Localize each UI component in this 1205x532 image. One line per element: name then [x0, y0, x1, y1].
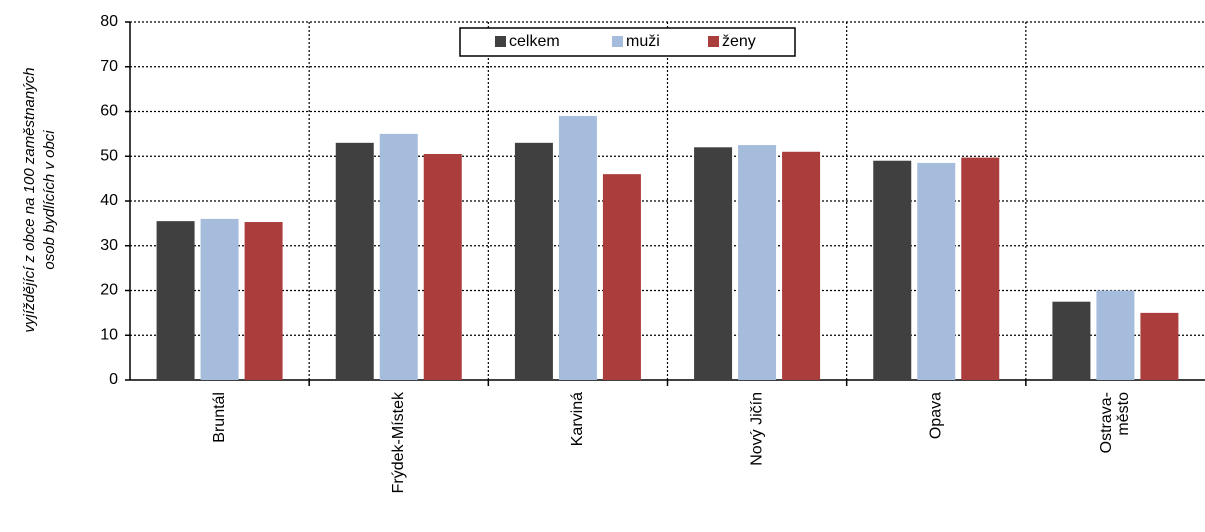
y-tick-label: 40 — [100, 192, 118, 209]
y-tick-label: 10 — [100, 326, 118, 343]
legend-box — [459, 27, 796, 57]
y-tick-label: 30 — [100, 237, 118, 254]
bar — [1052, 301, 1091, 380]
y-tick-label: 0 — [109, 371, 118, 388]
y-tick-label: 60 — [100, 103, 118, 120]
bar — [782, 151, 821, 380]
bar — [379, 133, 418, 380]
bar — [738, 145, 777, 380]
x-tick-label: Nový Jičín — [748, 392, 765, 466]
bar — [961, 157, 1000, 380]
y-tick-label: 20 — [100, 282, 118, 299]
bar — [335, 142, 374, 380]
bar — [694, 147, 733, 380]
legend-swatch — [612, 36, 623, 47]
x-tick-label: Karviná — [569, 392, 586, 446]
bar — [558, 115, 597, 380]
bar — [244, 222, 283, 380]
bar — [917, 162, 956, 380]
x-tick-label: Bruntál — [211, 392, 228, 443]
x-tick-label: Frýdek-Místek — [390, 391, 407, 493]
bar — [873, 160, 912, 380]
legend-label: muži — [626, 33, 660, 50]
bar — [1096, 290, 1135, 380]
legend-swatch — [708, 36, 719, 47]
bar — [602, 174, 641, 380]
bar — [156, 221, 195, 380]
x-tick-label: Opava — [927, 392, 944, 439]
y-axis-label-line: osob bydlících v obci — [41, 130, 58, 270]
y-axis-label-line: vyjíždějící z obce na 100 zaměstnaných — [21, 67, 38, 332]
legend-swatch — [495, 36, 506, 47]
legend-label: ženy — [722, 33, 756, 50]
y-axis-label: vyjíždějící z obce na 100 zaměstnaných os… — [21, 67, 58, 332]
y-tick-label: 70 — [100, 58, 118, 75]
x-tick-label-line: Ostrava- — [1098, 392, 1115, 453]
bar — [423, 154, 462, 380]
y-tick-label: 80 — [100, 13, 118, 30]
bar — [514, 142, 553, 380]
bar — [1140, 312, 1179, 380]
legend-label: celkem — [509, 33, 560, 50]
x-tick-label-line: město — [1115, 392, 1132, 436]
y-tick-label: 50 — [100, 147, 118, 164]
x-tick-label: Ostrava-město — [1098, 392, 1132, 453]
bar — [200, 218, 239, 380]
